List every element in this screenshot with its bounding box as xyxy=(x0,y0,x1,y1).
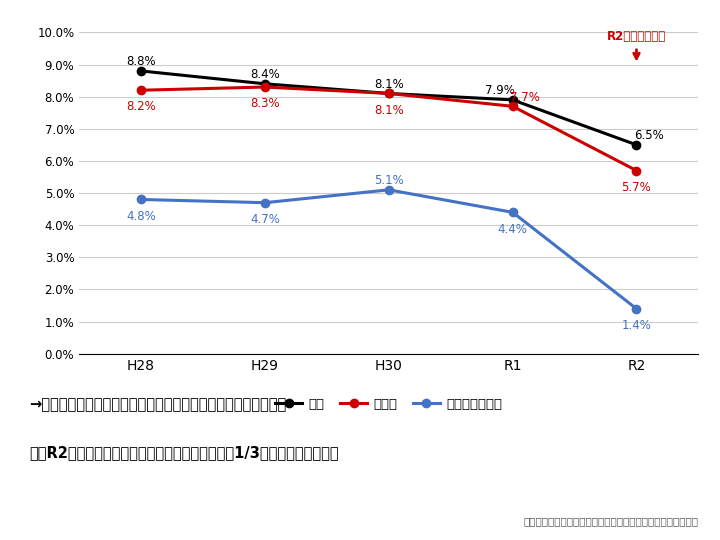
Text: 4.8%: 4.8% xyxy=(126,210,156,222)
Text: 8.1%: 8.1% xyxy=(374,78,404,91)
Text: 8.2%: 8.2% xyxy=(126,100,156,113)
Text: またR2年度宮古保健所管内の受診率が前年と比べ1/3と沖縄県より減少。: またR2年度宮古保健所管内の受診率が前年と比べ1/3と沖縄県より減少。 xyxy=(29,446,338,461)
Text: 8.4%: 8.4% xyxy=(250,69,280,82)
Legend: 全国, 沖縄県, 宮古保健所管内: 全国, 沖縄県, 宮古保健所管内 xyxy=(270,393,508,416)
Text: 7.7%: 7.7% xyxy=(510,91,540,104)
Text: 5.7%: 5.7% xyxy=(621,181,652,194)
Text: 1.4%: 1.4% xyxy=(621,319,652,332)
Text: 8.1%: 8.1% xyxy=(374,104,404,117)
Text: 4.4%: 4.4% xyxy=(498,222,528,235)
Text: →宮古保健所管内の受診率は県平均より低い状況が続いている。: →宮古保健所管内の受診率は県平均より低い状況が続いている。 xyxy=(29,397,286,412)
Text: 6.5%: 6.5% xyxy=(634,130,664,143)
Text: 7.9%: 7.9% xyxy=(485,84,516,97)
Text: 5.1%: 5.1% xyxy=(374,174,404,187)
Text: 8.3%: 8.3% xyxy=(250,97,280,110)
Text: 4.7%: 4.7% xyxy=(250,213,280,226)
Text: R2～コロナ流行: R2～コロナ流行 xyxy=(607,30,666,43)
Text: 8.8%: 8.8% xyxy=(126,56,156,69)
Text: 出典：地域保健・健康増進事業報告をもとに宮古保健所で算出: 出典：地域保健・健康増進事業報告をもとに宮古保健所で算出 xyxy=(523,516,698,526)
